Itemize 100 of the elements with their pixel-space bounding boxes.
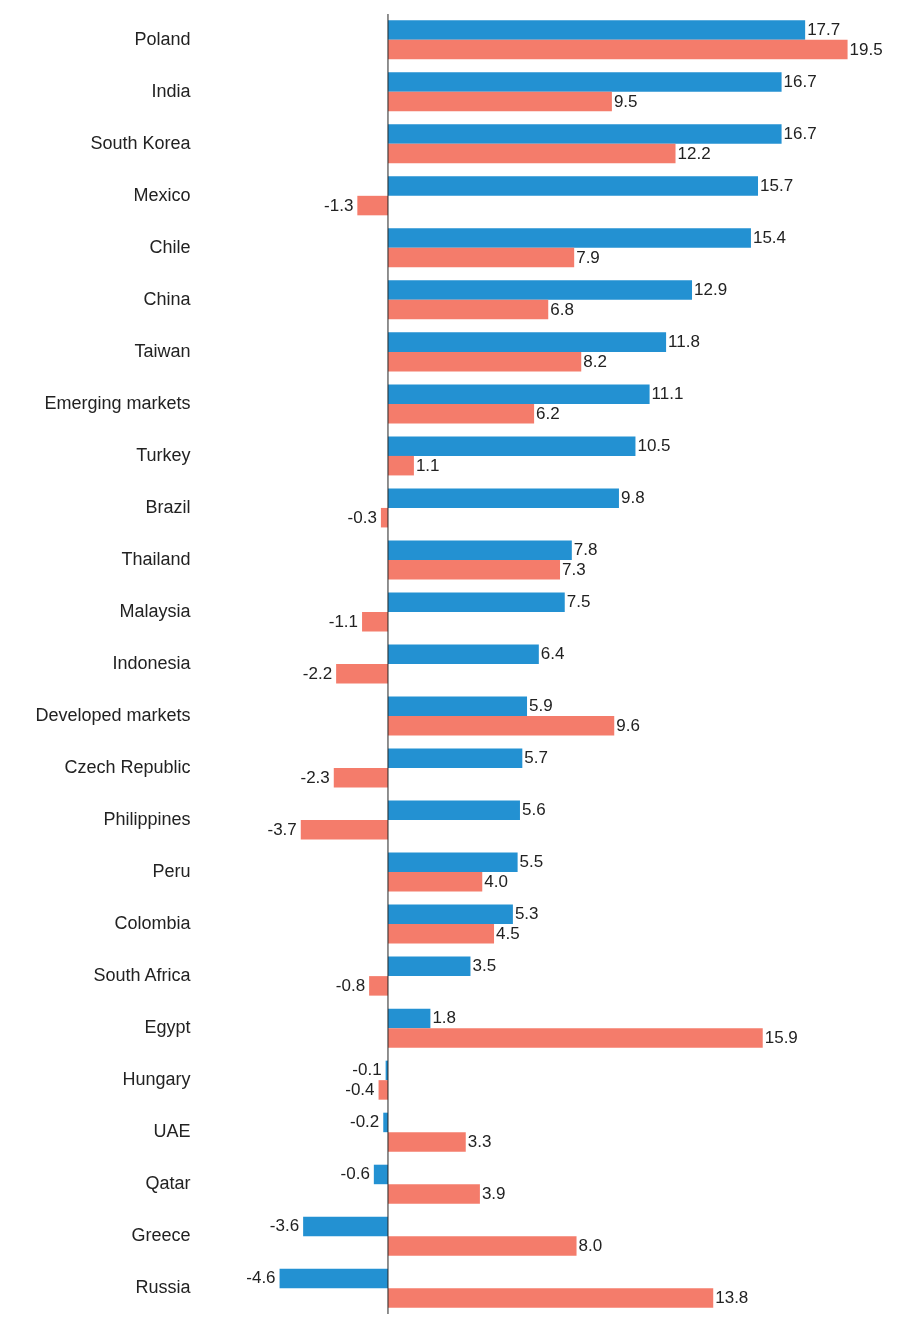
bar [387,351,582,372]
bar [387,1236,577,1256]
bar [369,976,388,996]
data-label: 15.4 [752,228,787,248]
y-tick-label: Mexico [133,184,191,205]
data-label: 3.3 [467,1131,492,1151]
bar [387,540,572,560]
data-label: -3.6 [269,1216,300,1236]
bar [387,332,667,352]
y-tick-label: Peru [152,861,191,882]
data-label: 16.7 [783,72,817,92]
bar [387,1008,431,1029]
data-label: 8.0 [578,1235,603,1255]
bar [387,20,806,40]
data-label: 6.4 [540,644,565,664]
data-label: 11.1 [651,384,684,404]
data-label: 5.9 [529,696,553,716]
data-label: -0.4 [345,1079,375,1099]
data-label: 1.8 [432,1008,457,1028]
data-label: 6.2 [536,403,560,423]
data-label: 7.8 [573,540,598,560]
bar [303,1216,388,1237]
y-tick-label: Poland [134,28,191,49]
y-tick-label: South Korea [90,132,192,153]
y-tick-label: Chile [149,236,191,257]
data-label: 3.5 [472,956,497,976]
data-label: -0.6 [340,1164,370,1184]
bar [387,800,520,821]
y-tick-label: India [151,80,192,101]
data-label: -2.3 [300,767,330,787]
data-label: 7.5 [566,592,591,612]
bar [387,592,565,612]
data-label: 1.1 [415,455,440,475]
bar [387,39,848,60]
y-tick-label: Hungary [122,1069,191,1090]
y-tick-label: Colombia [114,913,192,934]
bar [387,176,759,196]
data-label: 11.8 [668,332,700,352]
bar [387,924,495,944]
data-label: 9.6 [616,715,640,735]
data-label: 7.9 [576,247,600,267]
data-label: 5.6 [521,800,546,820]
bar [387,488,619,508]
data-label: 8.2 [583,351,607,371]
data-label: 19.5 [849,39,883,59]
bar [387,1184,480,1204]
bar [387,124,782,144]
y-tick-label: Czech Republic [64,757,191,778]
bar [333,768,388,788]
data-label: -0.2 [349,1112,380,1132]
data-label: -1.1 [328,611,359,631]
bar [336,664,388,684]
data-label: -0.8 [335,975,366,995]
bar [387,403,535,424]
y-tick-label: UAE [153,1121,191,1142]
bar [387,280,693,300]
data-label: 6.8 [550,299,574,319]
data-label: 4.5 [496,923,520,943]
bar [387,384,650,404]
data-label: 12.2 [677,143,711,163]
bar [387,904,513,925]
data-label: 17.7 [807,20,841,39]
bar [387,299,549,320]
y-tick-label: Malaysia [119,600,192,621]
data-label: 13.8 [715,1288,749,1307]
data-label: 4.0 [484,871,508,891]
bar [387,436,636,456]
bar [387,455,414,476]
bar [387,247,575,268]
data-label: -0.1 [352,1060,382,1080]
data-label: -3.7 [267,819,297,839]
bar [387,872,483,892]
bar [387,716,615,736]
bar [387,956,471,977]
data-label: 5.5 [519,852,544,872]
bar [357,195,388,216]
data-label: -1.3 [324,195,354,215]
y-tick-label: Indonesia [112,653,192,673]
bar [387,696,528,717]
data-label: 15.7 [760,176,794,196]
data-label: 5.7 [524,748,548,768]
y-tick-label: Qatar [145,1173,191,1194]
bar [387,1288,714,1308]
data-label: 16.7 [783,124,817,144]
data-label: 10.5 [637,436,671,456]
bar [387,559,561,580]
y-tick-label: Developed markets [35,705,191,726]
bar [387,1028,763,1048]
bar [387,748,523,769]
data-label: 9.5 [613,91,638,111]
bar [387,72,782,92]
data-label: -4.6 [246,1268,276,1288]
data-label: 3.9 [481,1183,506,1203]
data-label: -0.3 [347,507,377,527]
data-label: 7.3 [562,559,586,579]
y-tick-label: Emerging markets [44,392,191,413]
bar [300,820,388,840]
bar [387,852,518,873]
y-tick-label: Turkey [136,444,191,465]
y-tick-label: Thailand [121,548,191,569]
